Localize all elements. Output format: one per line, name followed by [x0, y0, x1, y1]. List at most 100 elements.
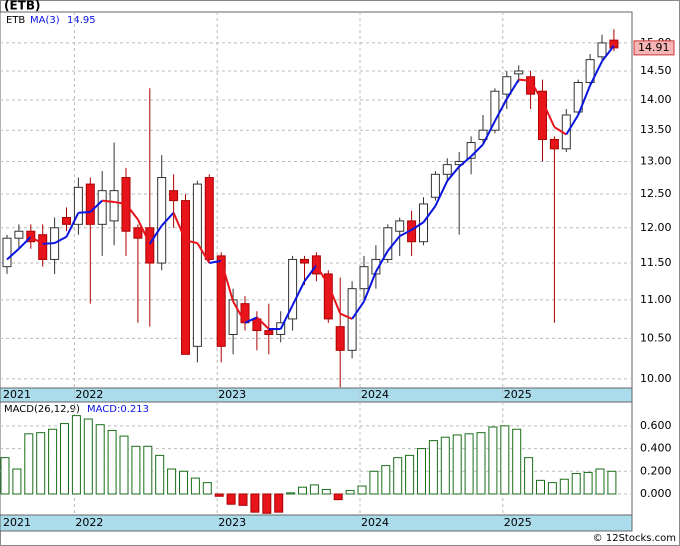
- ma-line: [185, 239, 198, 245]
- ma-line: [232, 300, 246, 324]
- legend-label: ETB: [6, 15, 25, 26]
- ma-line: [434, 180, 449, 207]
- ma-line: [256, 316, 270, 330]
- macd-bar: [345, 490, 355, 495]
- macd-bar: [512, 428, 522, 495]
- macd-bar: [571, 473, 581, 495]
- ma-line: [220, 260, 235, 302]
- ma-line: [291, 280, 306, 306]
- macd-bar: [464, 433, 474, 495]
- candle-body: [288, 258, 298, 320]
- ma-line: [65, 212, 80, 238]
- footer: © 12Stocks.com: [593, 533, 676, 544]
- candle-body: [300, 258, 309, 264]
- y-tick-label: 0.600: [640, 419, 672, 432]
- macd-bar: [36, 432, 46, 495]
- candle-body: [538, 90, 547, 140]
- candle-body: [359, 266, 369, 290]
- ma-line: [553, 126, 567, 136]
- candle-body: [240, 303, 250, 324]
- ma-line: [411, 221, 425, 231]
- candle-body: [585, 59, 595, 83]
- macd-bar: [452, 434, 462, 495]
- macd-bar: [559, 478, 569, 495]
- y-tick-label: 11.00: [640, 293, 672, 306]
- macd-bar: [214, 493, 224, 497]
- x-tick-label: 2025: [504, 516, 532, 529]
- y-tick-label: 10.00: [640, 372, 672, 385]
- macd-bar: [417, 448, 426, 495]
- macd-bar: [250, 493, 260, 513]
- x-tick-label: 2021: [3, 388, 31, 401]
- ma-line: [137, 219, 151, 245]
- candle-body: [181, 200, 190, 355]
- candle-body: [204, 177, 214, 260]
- x-tick-label: 2023: [218, 388, 246, 401]
- macd-bar: [202, 482, 212, 495]
- legend-label: MA(3): [30, 15, 60, 26]
- candle-body: [192, 183, 202, 347]
- y-tick-label: 10.50: [640, 331, 672, 344]
- ma-line: [399, 228, 413, 237]
- macd-bar: [131, 445, 141, 495]
- x-axis-band: [0, 514, 633, 532]
- candle-body: [145, 227, 155, 264]
- ma-line: [6, 248, 20, 261]
- x-tick-label: 2021: [3, 516, 31, 529]
- macd-bar: [405, 454, 415, 495]
- ma-line: [209, 259, 222, 265]
- ma-line: [89, 199, 103, 213]
- macd-bar: [393, 457, 403, 495]
- candle-body: [526, 76, 536, 95]
- ma-line: [375, 250, 389, 273]
- ma-line: [577, 85, 592, 116]
- macd-panel: [0, 401, 633, 516]
- y-tick-label: 14.50: [640, 64, 672, 77]
- candle-body: [38, 234, 48, 260]
- x-tick-label: 2022: [75, 388, 103, 401]
- ma-line: [339, 312, 353, 320]
- ma-line: [42, 242, 55, 245]
- macd-bar: [286, 492, 296, 495]
- macd-bar: [143, 445, 153, 495]
- y-tick-label: 0.400: [640, 442, 672, 455]
- ma-line: [172, 212, 187, 241]
- ma-line: [327, 284, 342, 314]
- candle-body: [514, 70, 524, 75]
- macd-bar: [547, 482, 557, 495]
- macd-bar: [24, 433, 34, 495]
- candle-body: [252, 318, 262, 332]
- y-tick-label: 12.50: [640, 187, 672, 200]
- x-tick-label: 2022: [75, 516, 103, 529]
- candle-body: [14, 230, 24, 239]
- candle-body: [216, 255, 226, 347]
- candle-body: [502, 76, 512, 95]
- x-tick-label: 2023: [218, 516, 246, 529]
- ma-line: [196, 242, 211, 264]
- ma-line: [601, 45, 615, 62]
- ma-line: [303, 264, 318, 282]
- macd-bar: [298, 486, 307, 495]
- y-tick-label: 0.200: [640, 464, 672, 477]
- ma-line: [482, 120, 496, 145]
- x-tick-label: 2025: [504, 388, 532, 401]
- candle-body: [383, 227, 393, 260]
- chart-title: (ETB): [4, 0, 41, 13]
- y-tick-label: 11.50: [640, 256, 672, 269]
- candle-body: [264, 330, 274, 335]
- macd-bar: [309, 484, 319, 495]
- candle-body: [26, 230, 36, 243]
- macd-bar: [369, 470, 379, 495]
- candle-body: [2, 237, 12, 268]
- macd-bar: [500, 425, 510, 495]
- ma-line: [125, 203, 139, 221]
- macd-bar: [440, 436, 450, 495]
- candle-body: [62, 216, 71, 225]
- macd-bar: [48, 428, 58, 495]
- ma-line: [351, 300, 365, 320]
- macd-bar: [226, 493, 236, 505]
- candle-body: [395, 220, 405, 232]
- x-tick-label: 2024: [361, 388, 389, 401]
- macd-bar: [536, 479, 545, 495]
- ma-line: [102, 199, 115, 203]
